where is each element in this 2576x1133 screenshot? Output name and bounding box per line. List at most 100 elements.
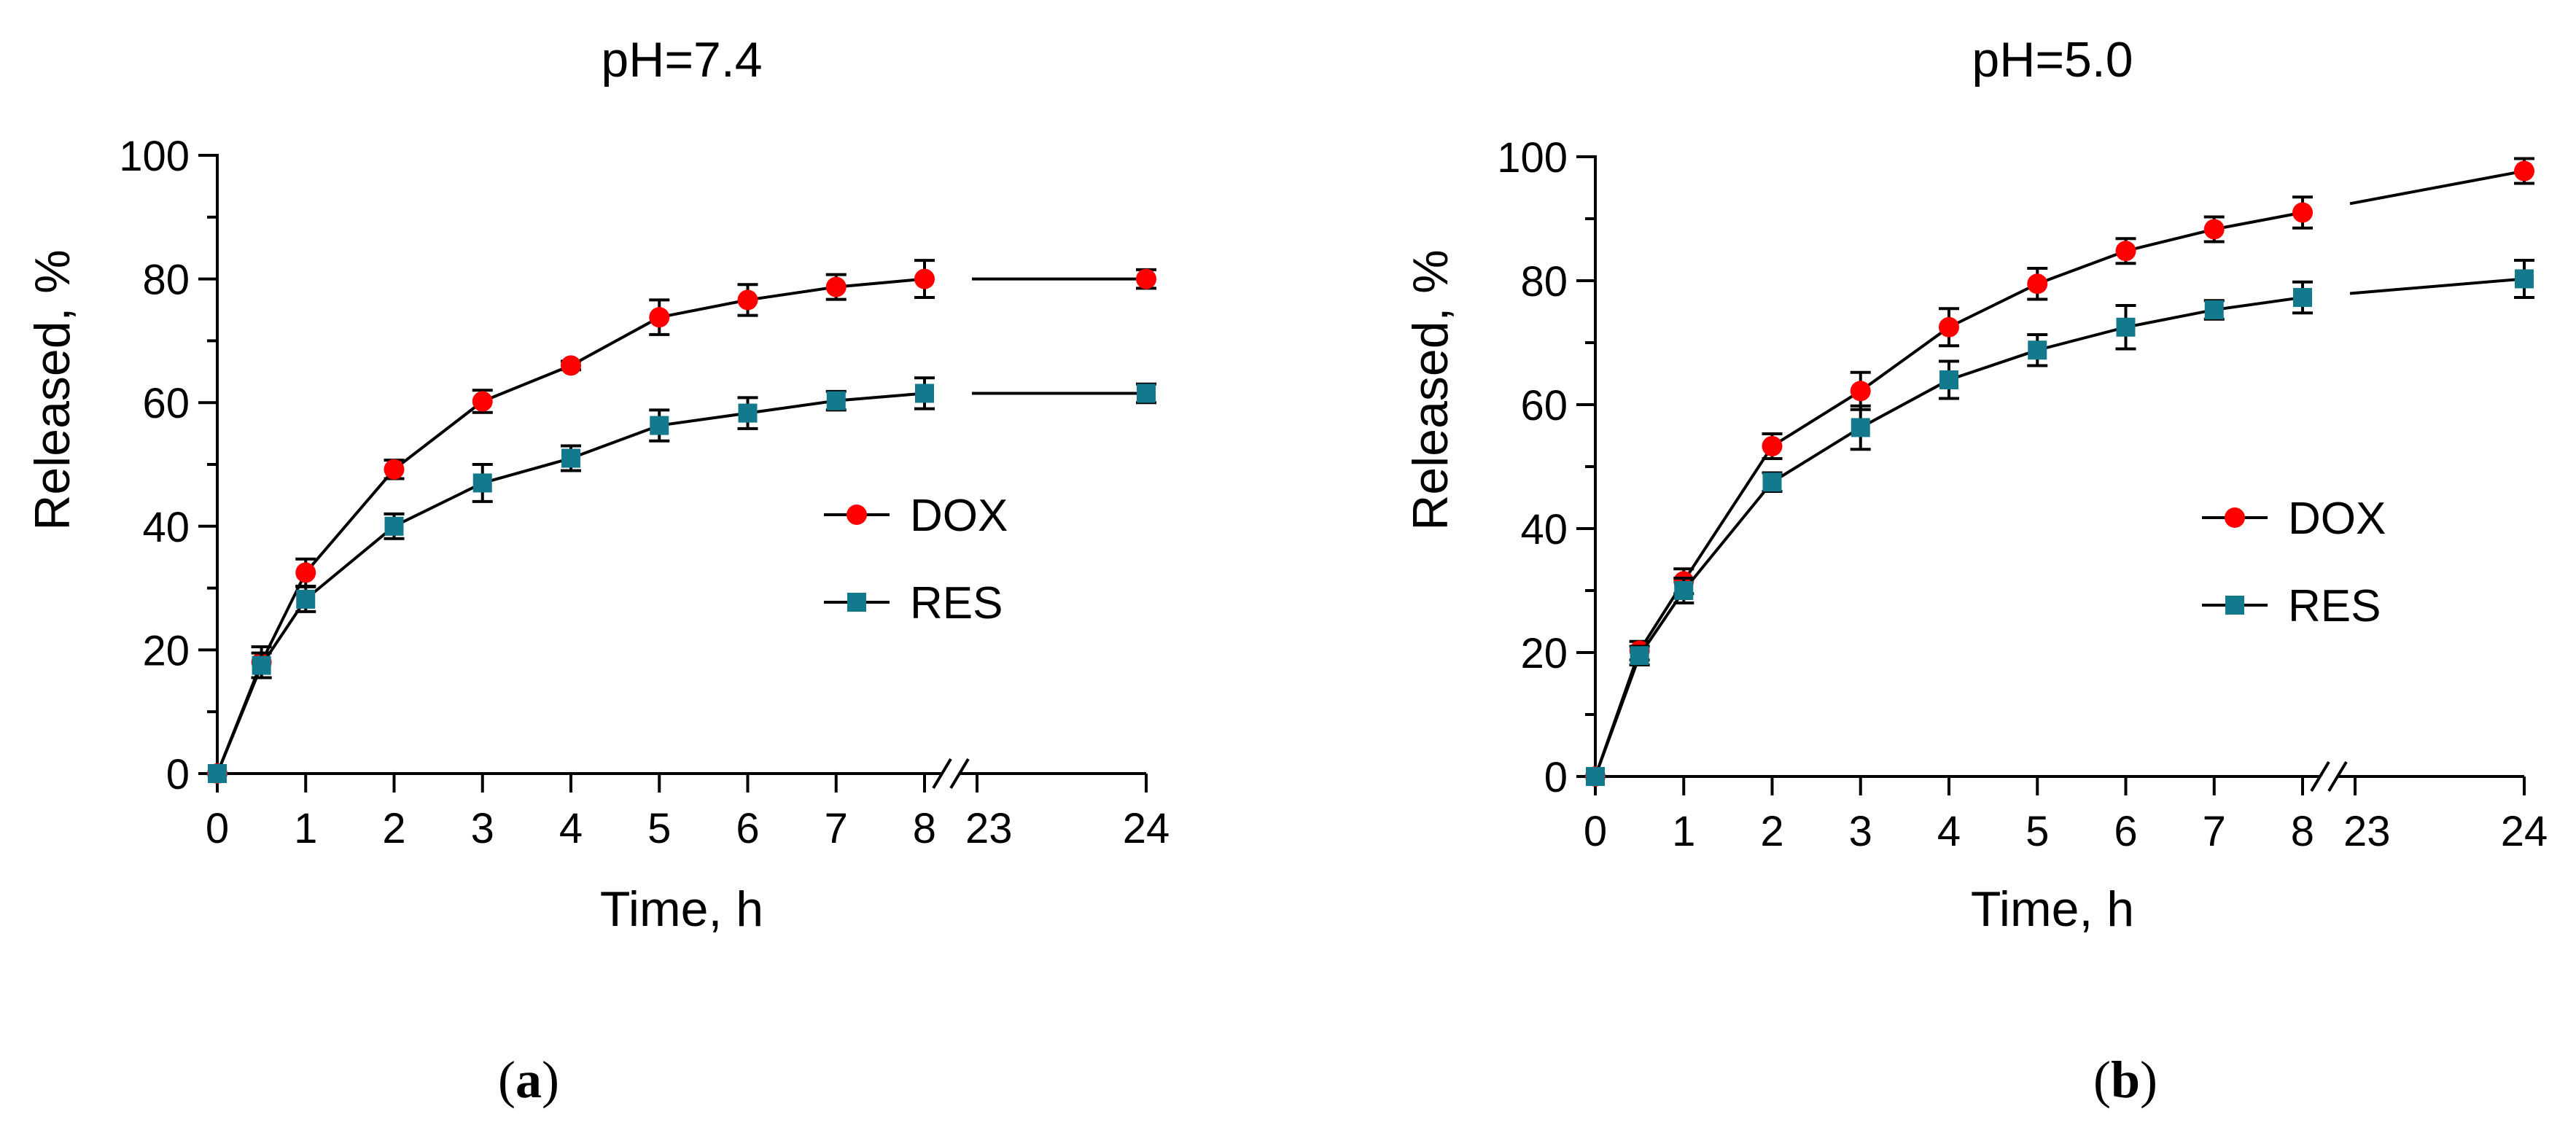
x-tick-label: 1 xyxy=(294,805,317,852)
panel-a: pH=7.4 Released, % Time, h (a) 020406080… xyxy=(25,32,1170,1109)
res-line-segment xyxy=(1948,349,2038,381)
dox-point xyxy=(384,459,405,480)
y-tick-label: 60 xyxy=(142,380,190,427)
dox-line-segment xyxy=(1948,282,2039,329)
y-tick-label: 100 xyxy=(119,133,190,180)
x-tick-label: 24 xyxy=(2501,808,2548,855)
panel-b-caption: (b) xyxy=(2093,1051,2157,1109)
res-line-segment xyxy=(216,664,263,774)
y-tick-label: 80 xyxy=(1520,258,1568,305)
dox-point xyxy=(914,268,935,289)
x-tick-label: 23 xyxy=(965,805,1013,852)
res-point xyxy=(650,416,669,435)
dox-line-segment xyxy=(658,298,748,319)
dox-point xyxy=(2514,160,2534,182)
axis-break-mark xyxy=(2310,760,2330,793)
x-tick-label: 0 xyxy=(206,805,229,852)
res-point xyxy=(915,383,934,403)
dox-line-segment xyxy=(481,364,572,403)
axis-break-mark xyxy=(932,758,952,790)
res-line-segment xyxy=(2214,295,2303,311)
res-line-segment xyxy=(1771,426,1861,483)
res-line-segment xyxy=(836,392,925,402)
panel-a-ylabel: Released, % xyxy=(25,249,80,531)
panel-b-ylabel: Released, % xyxy=(1403,249,1458,531)
x-tick-label: 0 xyxy=(1584,808,1607,855)
res-point xyxy=(208,764,227,783)
res-line-segment xyxy=(658,411,748,427)
res-point xyxy=(296,589,316,609)
panel-b: pH=5.0 Released, % Time, h (b) 020406080… xyxy=(1403,32,2548,1109)
res-line-segment xyxy=(482,456,572,485)
y-tick-label: 60 xyxy=(1520,382,1568,429)
dox-point xyxy=(1762,435,1783,456)
x-tick-label: 2 xyxy=(382,805,405,852)
dox-line-segment xyxy=(747,285,837,302)
legend-dox-marker xyxy=(847,505,867,525)
res-line-segment xyxy=(2036,325,2127,352)
dox-line-segment xyxy=(1771,389,1861,448)
x-tick-label: 2 xyxy=(1760,808,1783,855)
y-tick-label: 0 xyxy=(1544,754,1568,801)
x-tick-label: 24 xyxy=(1123,805,1170,852)
res-point xyxy=(1630,646,1649,666)
y-tick-label: 0 xyxy=(166,751,190,798)
res-point xyxy=(1939,370,1958,389)
dox-line-segment xyxy=(2214,211,2303,231)
dox-line-segment xyxy=(1859,326,1950,392)
dox-line-segment xyxy=(393,400,483,471)
dox-point xyxy=(2115,241,2136,262)
x-tick-label: 4 xyxy=(559,805,583,852)
dox-point xyxy=(2027,273,2048,295)
dox-line-segment xyxy=(304,468,396,574)
y-tick-label: 40 xyxy=(1520,506,1568,553)
dox-point xyxy=(1939,316,1959,338)
legend-dox-marker xyxy=(2225,507,2245,528)
res-line-segment xyxy=(304,525,395,601)
res-point xyxy=(561,448,580,468)
x-tick-label: 1 xyxy=(1672,808,1695,855)
res-point xyxy=(2116,317,2136,337)
y-tick-label: 80 xyxy=(142,257,190,304)
dox-line-segment xyxy=(2036,249,2127,286)
dox-point xyxy=(1850,381,1871,402)
res-point xyxy=(1586,767,1605,786)
dox-point xyxy=(2292,202,2313,223)
panel-a-xlabel: Time, h xyxy=(600,881,763,937)
dox-point xyxy=(2203,219,2225,240)
x-tick-label: 8 xyxy=(913,805,936,852)
y-tick-label: 100 xyxy=(1497,134,1568,182)
legend-res-label: RES xyxy=(910,578,1003,628)
res-point xyxy=(472,473,492,493)
x-tick-label: 6 xyxy=(2114,808,2137,855)
x-tick-label: 3 xyxy=(471,805,494,852)
panel-a-title: pH=7.4 xyxy=(601,32,762,87)
res-point xyxy=(2293,287,2312,307)
x-tick-label: 5 xyxy=(2026,808,2049,855)
legend-dox-label: DOX xyxy=(2288,494,2386,544)
res-line-segment xyxy=(2125,308,2215,329)
y-tick-label: 40 xyxy=(142,504,190,551)
legend-dox-label: DOX xyxy=(910,491,1008,541)
res-point xyxy=(738,403,758,423)
x-tick-label: 4 xyxy=(1937,808,1961,855)
res-point xyxy=(826,391,846,410)
res-point xyxy=(1851,418,1870,437)
res-point xyxy=(1762,472,1782,492)
panel-b-title: pH=5.0 xyxy=(1972,32,2133,87)
res-point xyxy=(252,655,271,675)
res-point xyxy=(384,516,404,536)
legend-res-marker xyxy=(2225,596,2244,615)
axis-break-mark xyxy=(949,758,970,790)
dox-point xyxy=(561,355,581,376)
legend-res-label: RES xyxy=(2288,581,2381,631)
dox-line-segment xyxy=(836,277,925,289)
res-line-segment xyxy=(393,481,483,528)
y-tick-label: 20 xyxy=(1520,630,1568,677)
x-tick-label: 23 xyxy=(2343,808,2391,855)
res-point xyxy=(2204,300,2224,319)
res-line-segment xyxy=(747,399,837,415)
